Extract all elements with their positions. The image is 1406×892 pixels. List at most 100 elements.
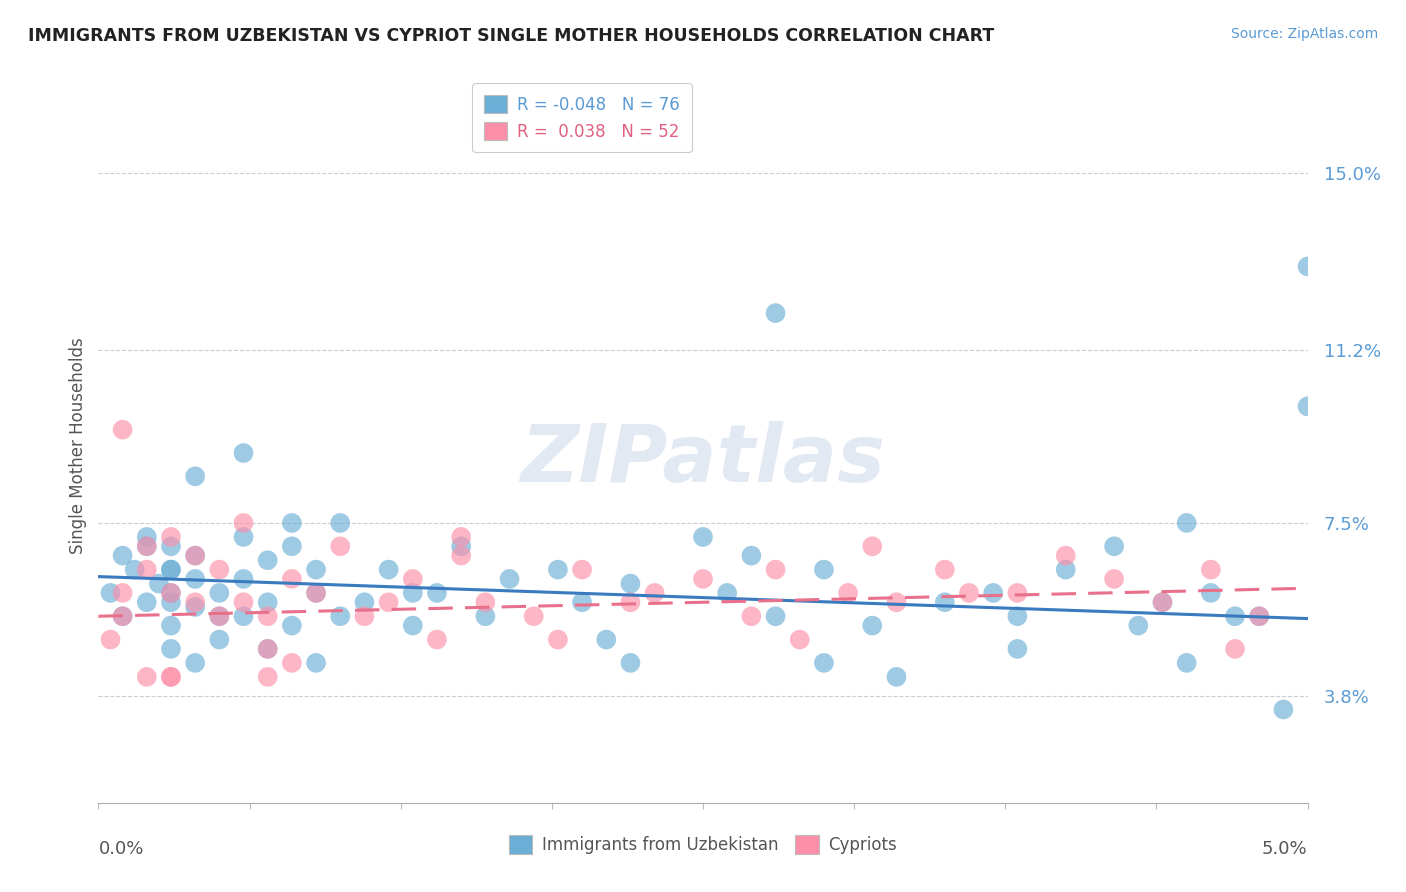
Point [789,632,811,647]
Point [402,586,425,600]
Point [160,641,183,656]
Point [886,670,908,684]
Point [1223,609,1246,624]
Point [957,586,980,600]
Point [256,670,278,684]
Point [1249,609,1271,624]
Point [160,586,183,600]
Point [232,609,254,624]
Point [450,530,472,544]
Point [886,595,908,609]
Point [329,516,352,530]
Point [208,609,231,624]
Point [402,618,425,632]
Point [813,563,835,577]
Point [160,595,183,609]
Point [547,563,569,577]
Point [860,618,883,632]
Point [740,549,762,563]
Point [353,595,375,609]
Point [595,632,617,647]
Point [523,609,546,624]
Point [765,306,787,320]
Point [837,586,859,600]
Point [208,632,231,647]
Point [1175,656,1198,670]
Point [1272,702,1295,716]
Point [184,549,207,563]
Point [184,656,207,670]
Point [426,632,449,647]
Point [256,641,278,656]
Point [547,632,569,647]
Legend: Immigrants from Uzbekistan, Cypriots: Immigrants from Uzbekistan, Cypriots [498,824,908,866]
Point [377,595,399,609]
Point [281,656,304,670]
Point [100,586,122,600]
Point [208,563,231,577]
Point [1102,539,1125,553]
Point [135,539,157,553]
Point [450,539,472,553]
Point [281,516,304,530]
Point [208,609,231,624]
Point [184,595,207,609]
Point [353,609,375,624]
Point [305,586,328,600]
Point [402,572,425,586]
Point [571,563,593,577]
Point [329,539,352,553]
Text: Source: ZipAtlas.com: Source: ZipAtlas.com [1230,27,1378,41]
Point [124,563,146,577]
Point [208,586,231,600]
Point [474,609,496,624]
Point [1296,400,1319,414]
Point [305,586,328,600]
Point [281,539,304,553]
Point [160,670,183,684]
Point [148,576,170,591]
Point [135,563,157,577]
Point [1152,595,1174,609]
Point [571,595,593,609]
Point [692,530,714,544]
Point [305,563,328,577]
Point [1249,609,1271,624]
Point [256,553,278,567]
Point [184,599,207,614]
Point [111,586,134,600]
Point [1199,563,1222,577]
Point [740,609,762,624]
Point [232,572,254,586]
Text: ZIPatlas: ZIPatlas [520,421,886,500]
Point [160,618,183,632]
Y-axis label: Single Mother Households: Single Mother Households [69,338,87,554]
Point [1223,641,1246,656]
Point [981,586,1004,600]
Point [256,641,278,656]
Point [377,563,399,577]
Point [232,516,254,530]
Point [160,563,183,577]
Point [305,656,328,670]
Point [1102,572,1125,586]
Point [135,530,157,544]
Point [1199,586,1222,600]
Point [160,563,183,577]
Point [160,670,183,684]
Point [934,563,956,577]
Point [160,586,183,600]
Point [1152,595,1174,609]
Point [619,595,641,609]
Point [232,446,254,460]
Point [1175,516,1198,530]
Point [1054,563,1077,577]
Point [813,656,835,670]
Point [450,549,472,563]
Point [765,609,787,624]
Point [160,530,183,544]
Point [160,539,183,553]
Point [619,656,641,670]
Point [329,609,352,624]
Point [860,539,883,553]
